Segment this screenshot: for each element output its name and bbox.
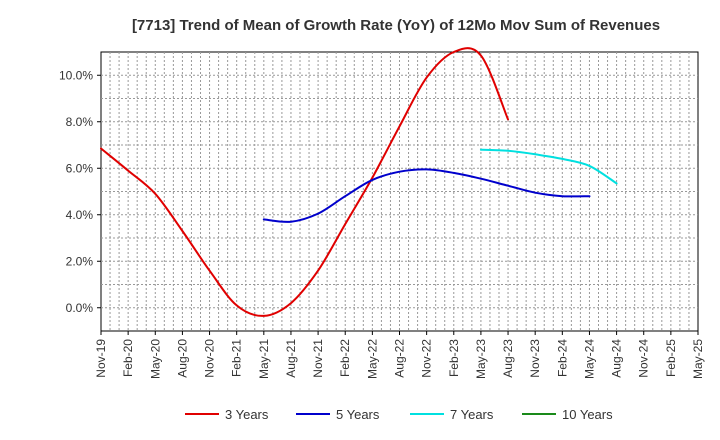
x-tick-label: May-20: [148, 339, 162, 379]
chart-title: [7713] Trend of Mean of Growth Rate (YoY…: [132, 17, 660, 34]
x-tick-label: May-22: [365, 339, 379, 379]
x-tick-label: May-24: [582, 339, 596, 379]
y-tick-label: 4.0%: [66, 208, 94, 222]
y-tick-label: 0.0%: [66, 301, 94, 315]
y-tick-label: 6.0%: [66, 161, 94, 175]
series-line-5-years: [262, 168, 591, 223]
y-tick-label: 2.0%: [66, 254, 94, 268]
series-line-7-years: [479, 148, 618, 185]
x-tick-label: Nov-20: [203, 339, 217, 378]
grid-layer: [100, 51, 699, 332]
legend: 3 Years 5 Years 7 Years 10 Years: [185, 407, 613, 422]
x-tick-label: Aug-22: [393, 339, 407, 378]
x-tick-label: Feb-20: [121, 339, 135, 377]
x-tick-label: Feb-22: [338, 339, 352, 377]
x-tick-label: Feb-23: [447, 339, 461, 377]
x-tick-label: May-25: [691, 339, 705, 379]
legend-label-10-years: 10 Years: [562, 407, 613, 422]
x-tick-label: May-21: [257, 339, 271, 379]
y-tick-label: 10.0%: [59, 68, 93, 82]
x-tick-label: Feb-25: [664, 339, 678, 377]
x-tick-label: Nov-23: [528, 339, 542, 378]
legend-label-3-years: 3 Years: [225, 407, 269, 422]
x-tick-label: Aug-21: [284, 339, 298, 378]
x-tick-label: Nov-22: [420, 339, 434, 378]
x-tick-label: May-23: [474, 339, 488, 379]
series-line-3-years: [100, 47, 509, 317]
legend-label-7-years: 7 Years: [450, 407, 494, 422]
x-tick-label: Nov-24: [637, 339, 651, 378]
x-tick-label: Aug-23: [501, 339, 515, 378]
series-layer: [100, 47, 618, 317]
x-tick-label: Feb-24: [555, 339, 569, 377]
x-tick-label: Nov-19: [94, 339, 108, 378]
y-tick-label: 8.0%: [66, 115, 94, 129]
x-tick-label: Feb-21: [230, 339, 244, 377]
legend-label-5-years: 5 Years: [336, 407, 380, 422]
axis-layer: 0.0% 2.0% 4.0% 6.0% 8.0% 10.0% Nov-19 Feb-20 May…: [59, 68, 705, 379]
x-tick-label: Aug-24: [610, 339, 624, 378]
x-tick-label: Aug-20: [175, 339, 189, 378]
x-tick-label: Nov-21: [311, 339, 325, 378]
